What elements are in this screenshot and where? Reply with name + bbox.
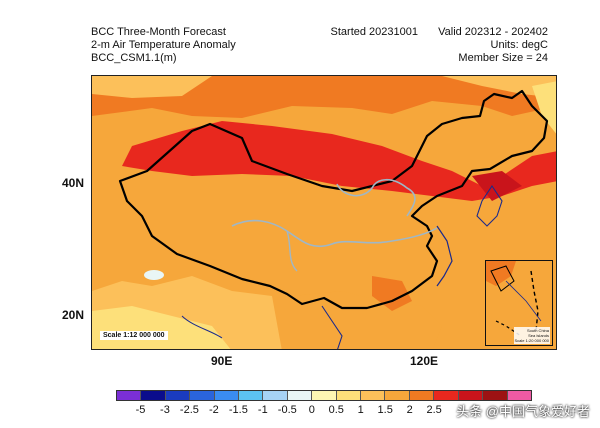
units-label: Units: degC [490,39,548,51]
colorbar [116,390,532,401]
colorbar-swatch [385,391,410,400]
title-block: BCC Three-Month Forecast 2-m Air Tempera… [91,26,236,65]
colorbar-swatch [458,391,484,400]
map-scale-label: Scale 1:12 000 000 [100,331,168,340]
colorbar-tick-label: 0.5 [328,404,344,416]
colorbar-swatch [141,391,166,400]
indochina-coast [321,305,343,349]
title-line-3: BCC_CSM1.1(m) [91,52,177,64]
colorbar-swatch [507,391,531,400]
colorbar-swatch [263,391,288,400]
colorbar-tick-label: 2 [406,404,413,416]
colorbar-swatch [165,391,191,400]
colorbar-swatch [287,391,313,400]
nw-yellow-patch [92,76,212,98]
colorbar-swatch [117,391,142,400]
colorbar-swatch [239,391,264,400]
lat-label-40n: 40N [62,176,85,190]
lat-label-20n: 20N [62,308,85,322]
info-block: Started 20231001 Valid 202312 - 202402 U… [331,26,548,65]
colorbar-swatch [214,391,240,400]
korea-coastline [476,185,503,227]
ne-edge-patch [532,81,556,134]
colorbar-swatch [190,391,215,400]
south-china-orange [372,276,412,311]
lon-label-90e: 90E [211,354,233,368]
inset-label: South China Sea Islands Scale 1:20 000 0… [513,327,550,344]
colorbar-swatch [483,391,508,400]
colorbar-swatch [312,391,337,400]
east-coastline [436,225,453,287]
map-panel: Scale 1:12 000 000 South China Sea Islan… [91,75,557,350]
yangtze-river [231,219,438,248]
south-china-sea-inset: South China Sea Islands Scale 1:20 000 0… [485,260,553,346]
north-warm-band [92,76,556,118]
inset-label-line-3: Scale 1:20 000 000 [514,338,549,343]
colorbar-swatch [336,391,362,400]
yellow-river [336,178,416,217]
title-line-2: 2-m Air Temperature Anomaly [91,39,236,51]
china-border [118,89,549,310]
colorbar-tick-label: -1.5 [228,404,248,416]
indochina-orange [292,291,442,349]
colorbar-tick-label: -2 [208,404,219,416]
colorbar-swatch [434,391,459,400]
central-red-band [122,121,556,201]
watermark: 头条 @中国气象爱好者 [456,404,590,419]
colorbar-labels: -5 -3 -2.5 -2 -1.5 -1 -0.5 0 0.5 1 1.5 2 2.5 [116,404,532,418]
colorbar-tick-label: -5 [135,404,146,416]
tibet-cool-spot [144,270,164,280]
colorbar-tick-label: -1 [257,404,268,416]
anomaly-map [92,76,556,349]
valid-period: Valid 202312 - 202402 [438,26,548,38]
ne-yellow-patch [442,76,556,98]
lon-label-120e: 120E [410,354,439,368]
ne-deep-red [472,171,522,201]
title-line-1: BCC Three-Month Forecast [91,26,226,38]
colorbar-swatch [409,391,435,400]
bay-coast [181,315,223,339]
tributary-river [286,230,298,272]
colorbar-tick-label: 1.5 [377,404,393,416]
inset-label-line-2: Sea Islands [528,333,549,338]
colorbar-tick-label: -3 [160,404,170,416]
colorbar-swatch [361,391,386,400]
member-size-label: Member Size = 24 [458,52,548,64]
colorbar-tick-label: -0.5 [277,404,297,416]
colorbar-tick-label: -2.5 [179,404,199,416]
colorbar-tick-label: 2.5 [426,404,442,416]
inset-label-line-1: South China [526,328,549,333]
colorbar-tick-label: 0 [308,404,315,416]
started-date: Started 20231001 [330,26,418,38]
colorbar-tick-label: 1 [357,404,364,416]
